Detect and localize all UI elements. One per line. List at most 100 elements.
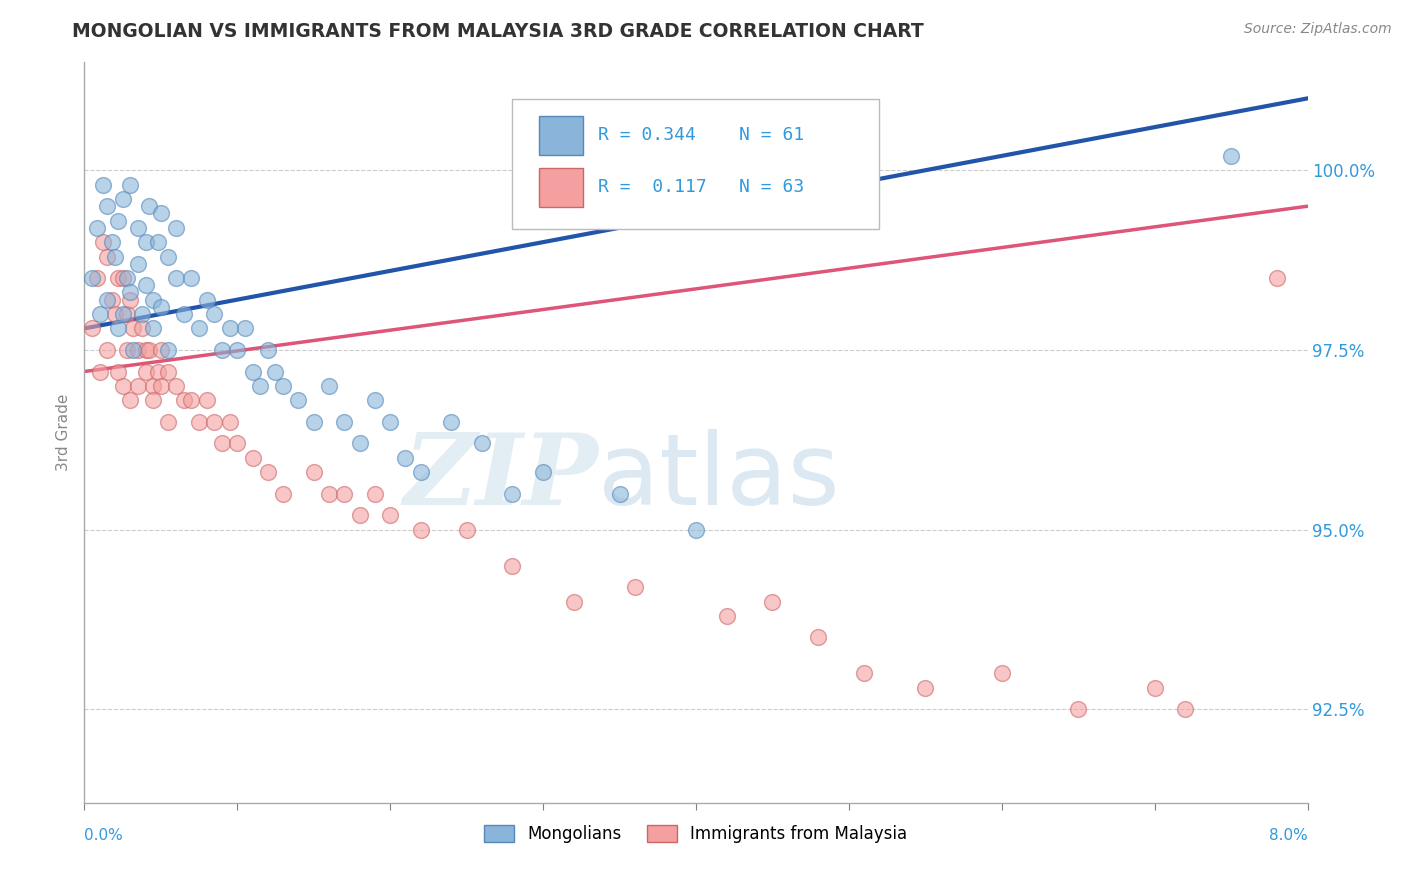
Point	[115, 271, 138, 285]
Point	[1067, 702, 1090, 716]
Point	[349, 436, 371, 450]
Point	[127, 343, 149, 357]
Point	[115, 307, 138, 321]
Text: ZIP: ZIP	[404, 429, 598, 525]
Point	[318, 379, 340, 393]
Point	[127, 220, 149, 235]
Point	[1143, 681, 1166, 695]
Point	[264, 365, 287, 379]
Point	[853, 666, 876, 681]
Text: atlas: atlas	[598, 428, 839, 525]
Point	[86, 271, 108, 285]
Point	[226, 436, 249, 450]
FancyBboxPatch shape	[540, 169, 583, 207]
Point	[271, 486, 294, 500]
Point	[165, 379, 187, 393]
Point	[318, 486, 340, 500]
Point	[101, 293, 124, 307]
Point	[111, 307, 134, 321]
Point	[138, 199, 160, 213]
Point	[1265, 271, 1288, 285]
FancyBboxPatch shape	[540, 117, 583, 155]
Point	[107, 213, 129, 227]
Point	[157, 250, 180, 264]
Point	[761, 594, 783, 608]
Point	[146, 235, 169, 249]
Point	[127, 379, 149, 393]
Text: N = 61: N = 61	[738, 126, 804, 144]
Point	[149, 379, 172, 393]
Point	[122, 321, 145, 335]
Point	[180, 393, 202, 408]
Point	[188, 321, 211, 335]
Point	[142, 379, 165, 393]
Y-axis label: 3rd Grade: 3rd Grade	[56, 394, 72, 471]
Point	[333, 415, 356, 429]
Point	[157, 343, 180, 357]
Point	[135, 365, 157, 379]
Point	[173, 393, 195, 408]
Point	[531, 465, 554, 479]
Point	[135, 235, 157, 249]
Point	[146, 365, 169, 379]
Point	[409, 523, 432, 537]
Point	[142, 293, 165, 307]
Point	[135, 278, 157, 293]
Point	[107, 365, 129, 379]
Point	[287, 393, 309, 408]
Point	[96, 293, 118, 307]
Point	[609, 486, 631, 500]
Point	[1220, 149, 1243, 163]
Point	[456, 523, 478, 537]
Point	[157, 415, 180, 429]
Point	[242, 365, 264, 379]
Point	[685, 523, 707, 537]
Point	[107, 321, 129, 335]
Point	[180, 271, 202, 285]
Point	[195, 393, 218, 408]
Point	[104, 250, 127, 264]
Point	[349, 508, 371, 523]
Point	[80, 271, 103, 285]
Point	[302, 465, 325, 479]
Point	[257, 465, 280, 479]
Point	[914, 681, 936, 695]
Point	[120, 178, 142, 192]
Point	[1174, 702, 1197, 716]
Point	[165, 220, 187, 235]
Point	[242, 450, 264, 465]
Point	[149, 300, 172, 314]
Text: R = 0.344: R = 0.344	[598, 126, 696, 144]
Point	[202, 415, 225, 429]
Text: R =  0.117: R = 0.117	[598, 178, 707, 196]
Point	[226, 343, 249, 357]
Point	[165, 271, 187, 285]
Point	[91, 178, 114, 192]
Point	[131, 307, 153, 321]
Point	[218, 415, 240, 429]
Point	[380, 415, 402, 429]
Text: N = 63: N = 63	[738, 178, 804, 196]
Point	[142, 393, 165, 408]
Point	[333, 486, 356, 500]
Text: 8.0%: 8.0%	[1268, 828, 1308, 843]
Point	[624, 580, 647, 594]
Point	[96, 199, 118, 213]
Point	[211, 343, 233, 357]
Legend: Mongolians, Immigrants from Malaysia: Mongolians, Immigrants from Malaysia	[478, 819, 914, 850]
Text: 0.0%: 0.0%	[84, 828, 124, 843]
Point	[440, 415, 463, 429]
Point	[257, 343, 280, 357]
Point	[364, 393, 387, 408]
Point	[716, 608, 738, 623]
Point	[211, 436, 233, 450]
Point	[562, 594, 585, 608]
Point	[122, 343, 145, 357]
Point	[149, 343, 172, 357]
Point	[991, 666, 1014, 681]
Point	[157, 365, 180, 379]
Point	[120, 393, 142, 408]
Point	[135, 343, 157, 357]
Point	[807, 631, 830, 645]
Point	[364, 486, 387, 500]
